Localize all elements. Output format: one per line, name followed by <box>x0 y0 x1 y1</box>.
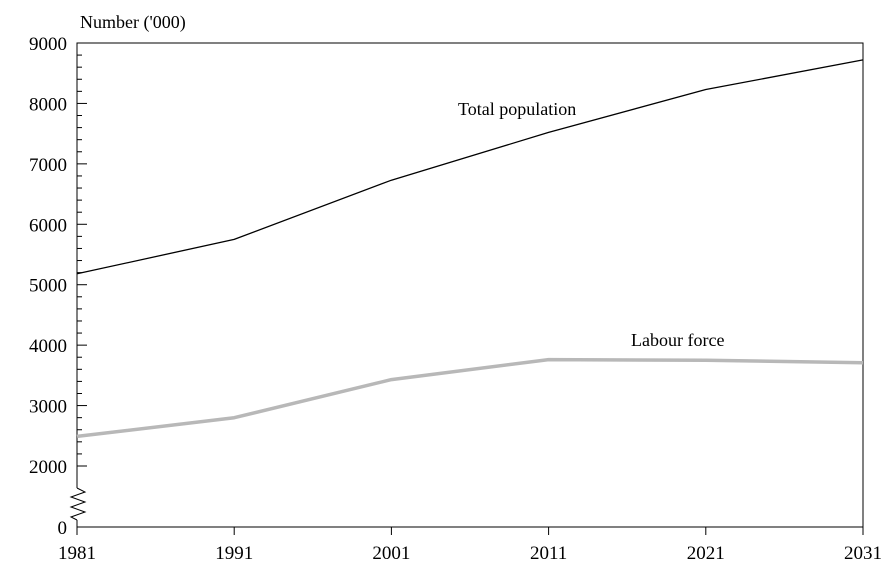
axis-break-zigzag <box>69 487 87 521</box>
x-tick-label: 1991 <box>215 543 253 564</box>
x-axis-ticks: 1981 1991 2001 2011 2021 2031 <box>58 527 882 564</box>
x-tick-label: 2011 <box>530 543 567 564</box>
x-tick-label: 2021 <box>687 543 725 564</box>
y-tick-label: 3000 <box>29 397 67 418</box>
series-labels: Total population Labour force <box>458 99 724 350</box>
labour-force-line <box>76 357 864 439</box>
x-tick-label: 1981 <box>58 543 96 564</box>
total-population-line <box>76 59 864 275</box>
y-tick-label: 8000 <box>29 94 67 115</box>
y-tick-label: 2000 <box>29 457 67 478</box>
y-tick-label: 0 <box>58 518 68 539</box>
labour-force-label: Labour force <box>631 330 724 350</box>
y-axis-title: Number ('000) <box>80 12 186 33</box>
total-population-label: Total population <box>458 99 576 119</box>
y-tick-label: 7000 <box>29 155 67 176</box>
y-tick-label: 4000 <box>29 336 67 357</box>
y-axis-ticks: 0 2000 3000 4000 5000 6000 7000 8000 9000 <box>29 34 87 539</box>
y-tick-label: 5000 <box>29 276 67 297</box>
series-lines <box>76 59 864 439</box>
x-tick-label: 2031 <box>844 543 882 564</box>
x-tick-label: 2001 <box>372 543 410 564</box>
y-tick-label: 6000 <box>29 215 67 236</box>
y-tick-label: 9000 <box>29 34 67 55</box>
